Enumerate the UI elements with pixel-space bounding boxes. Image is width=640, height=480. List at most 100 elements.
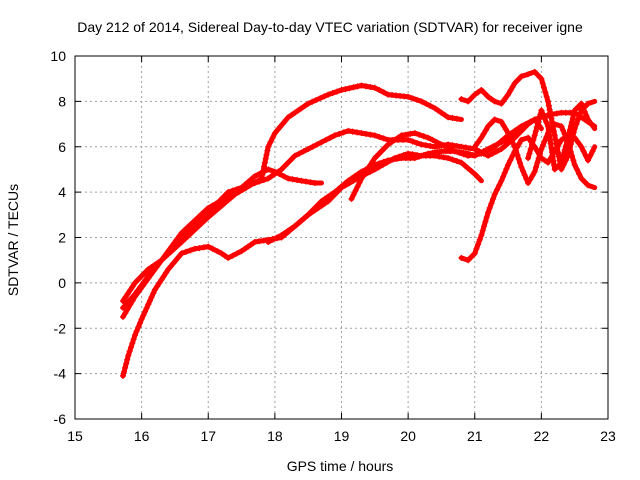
y-tick-label: 0 <box>58 275 66 291</box>
series-trace-3-marker <box>176 233 183 240</box>
y-tick-label: -4 <box>54 366 67 382</box>
series-trace-1-marker <box>338 87 345 93</box>
series-trace-4-marker <box>200 244 207 251</box>
series-trace-4-marker <box>458 159 465 166</box>
series-trace-3-marker <box>140 282 146 289</box>
series-trace-3-marker <box>161 253 168 260</box>
series-trace-7-marker <box>580 148 587 155</box>
series-trace-1-marker <box>435 107 442 114</box>
series-trace-3-marker <box>205 205 212 211</box>
series-trace-7-marker <box>465 257 472 264</box>
series-trace-3-marker <box>285 175 292 182</box>
series-trace-7-marker <box>496 182 503 189</box>
series-trace-4-marker <box>154 283 161 290</box>
series-trace-6-marker <box>385 141 392 148</box>
axis-ticks <box>74 55 609 420</box>
x-tick-label: 17 <box>200 428 216 444</box>
series-trace-6-marker <box>518 123 525 130</box>
chart-title: Day 212 of 2014, Sidereal Day-to-day VTE… <box>77 19 583 35</box>
series-trace-1-marker <box>267 139 274 146</box>
series-trace-6-marker <box>348 195 355 202</box>
series-trace-3-marker <box>235 186 242 193</box>
series-trace-7-marker <box>476 236 483 243</box>
series-trace-6-marker <box>367 161 374 168</box>
series-trace-8-marker <box>573 121 580 128</box>
series-trace-7-marker <box>507 157 514 164</box>
series-trace-9-marker <box>513 147 520 154</box>
series-trace-4-marker <box>436 153 443 160</box>
series-trace-6-marker <box>434 139 440 146</box>
series-trace-4-marker <box>138 316 145 323</box>
series-trace-4-marker <box>148 294 155 301</box>
series-trace-5-marker <box>335 186 342 193</box>
series-trace-7-marker <box>575 139 581 146</box>
series-trace-5-marker <box>318 198 325 205</box>
series-trace-9-marker <box>569 152 575 159</box>
series-trace-8-marker <box>551 132 558 139</box>
series-trace-3-marker <box>184 224 191 231</box>
series-trace-6-marker <box>354 183 361 190</box>
series-trace-1-marker <box>325 91 332 98</box>
series-trace-9-marker <box>471 143 478 150</box>
series-trace-8-marker <box>485 93 492 100</box>
series-trace-7-marker <box>541 157 548 164</box>
series-trace-1-marker <box>127 287 134 294</box>
series-trace-3-marker <box>213 200 220 207</box>
series-trace-8-marker <box>471 91 478 98</box>
series-trace-5-marker <box>434 149 440 155</box>
series-trace-2-marker <box>380 135 387 142</box>
series-trace-10-marker <box>529 141 535 148</box>
series-trace-5-marker <box>291 223 298 230</box>
series-trace-5-marker <box>288 225 295 232</box>
series-trace-5-marker <box>376 160 383 167</box>
series-trace-1-marker <box>354 83 361 90</box>
series-trace-10-marker <box>547 136 553 143</box>
series-trace-3-marker <box>196 213 203 220</box>
series-trace-3-marker <box>271 168 278 175</box>
series-trace-2-marker <box>449 142 456 149</box>
series-trace-9-marker <box>578 175 585 182</box>
series-trace-3-marker <box>276 171 283 177</box>
series-trace-8-marker <box>576 112 583 118</box>
series-trace-1-marker <box>132 279 138 286</box>
series-trace-4-marker <box>124 356 131 363</box>
series-trace-10-marker <box>569 115 576 122</box>
series-trace-4-marker <box>234 250 241 257</box>
x-tick-labels: 15 16 17 18 19 20 21 22 23 <box>67 428 616 444</box>
series-trace-6-marker <box>375 151 382 158</box>
series-trace-1-marker <box>218 202 225 209</box>
series-trace-9-marker <box>529 172 536 179</box>
series-trace-4-marker <box>461 162 468 169</box>
series-trace-3-marker <box>303 178 309 185</box>
series-trace-10-marker <box>566 126 573 133</box>
series-trace-4-marker <box>140 312 147 319</box>
series-trace-1-marker <box>405 93 412 100</box>
series-trace-4-marker <box>142 308 148 315</box>
series-trace-10-marker <box>561 147 568 154</box>
series-trace-2-marker <box>431 143 438 150</box>
series-trace-5-marker <box>345 177 352 184</box>
series-trace-9-marker <box>537 150 543 157</box>
series-trace-2-marker <box>414 140 420 146</box>
series-trace-2-marker <box>458 143 465 150</box>
series-trace-6-marker <box>511 127 518 134</box>
series-trace-9-marker <box>538 146 545 152</box>
x-tick-label: 16 <box>134 428 150 444</box>
series-trace-2-marker <box>285 159 292 166</box>
series-trace-1-marker <box>317 95 324 102</box>
series-trace-8-marker <box>554 145 561 152</box>
series-trace-3-marker <box>294 177 301 183</box>
series-trace-1-marker <box>138 273 145 280</box>
series-trace-3-marker <box>251 173 258 180</box>
series-trace-8-marker <box>547 111 554 118</box>
series-trace-2-marker <box>345 127 352 134</box>
series-trace-3-marker <box>168 243 175 250</box>
series-trace-5-marker <box>389 156 396 163</box>
series-trace-4-marker <box>165 266 172 273</box>
series-trace-10-marker <box>545 127 552 134</box>
series-trace-3-marker <box>298 177 305 184</box>
series-trace-5-marker <box>416 153 423 160</box>
series-trace-9-marker <box>576 171 583 177</box>
series-trace-6-marker <box>429 136 436 143</box>
series-trace-9-marker <box>531 168 538 175</box>
